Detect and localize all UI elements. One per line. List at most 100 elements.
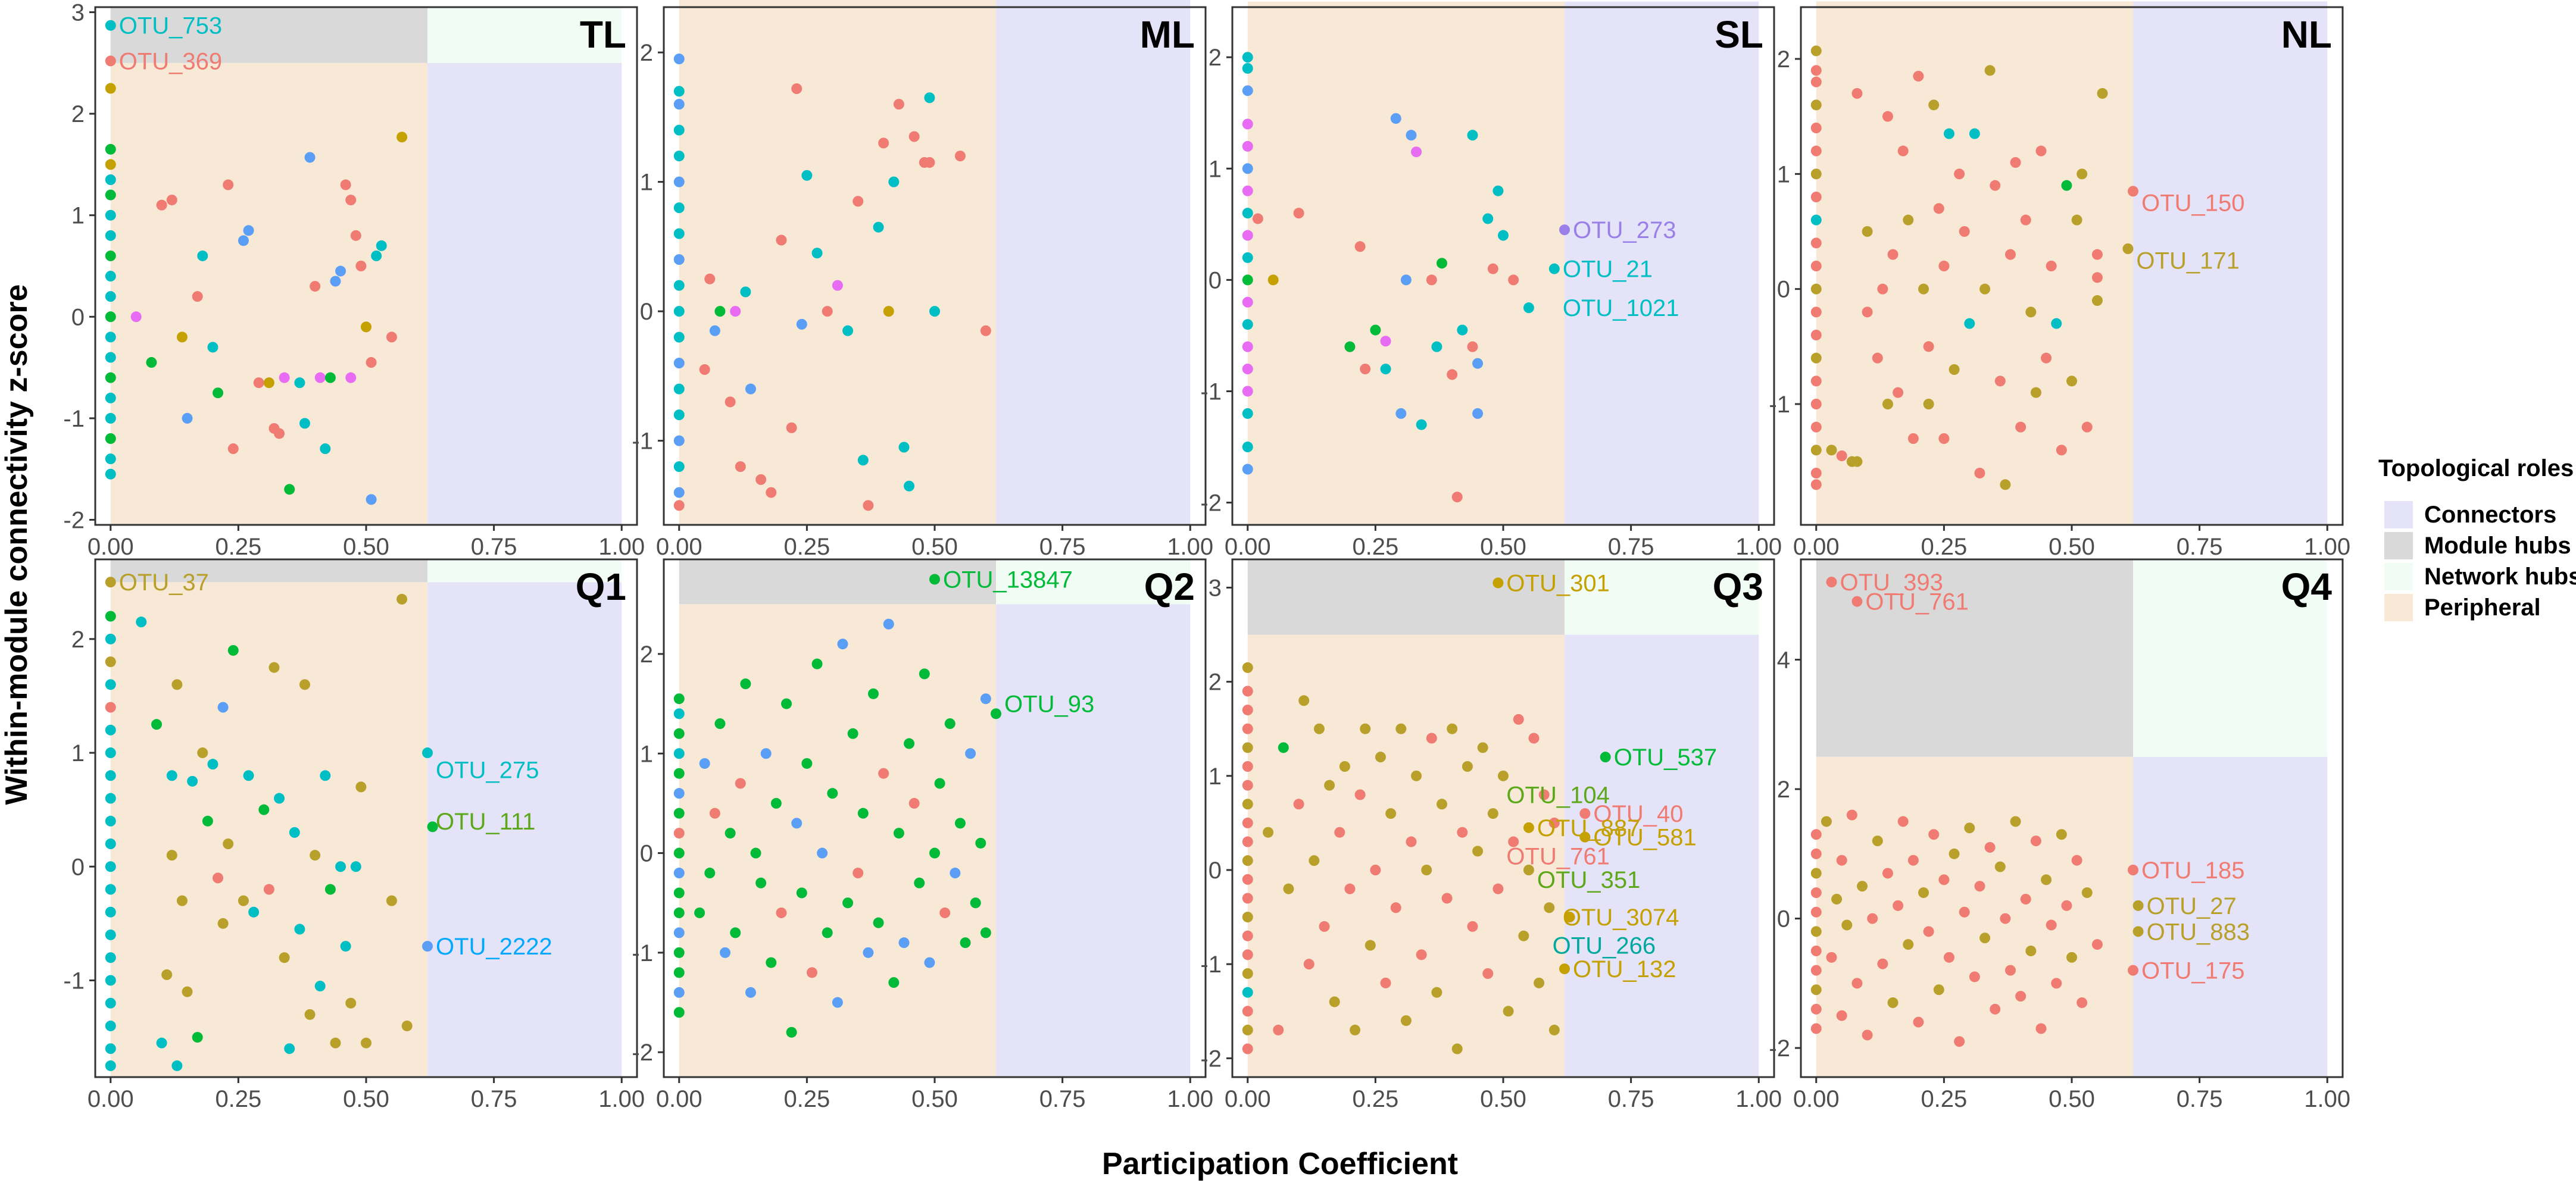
data-point (105, 997, 116, 1009)
data-point (350, 861, 361, 872)
data-point (1810, 445, 1822, 456)
data-point (105, 633, 116, 644)
y-tick-label: 2 (1777, 777, 1790, 803)
data-point (223, 179, 234, 190)
y-tick-label: 2 (640, 641, 653, 668)
data-point (105, 861, 116, 872)
x-tick-label: 0.75 (471, 1086, 517, 1112)
data-point (1395, 723, 1407, 734)
data-point (320, 770, 331, 781)
data-point (1810, 65, 1822, 76)
data-point (2066, 952, 2077, 963)
region-network-hubs (427, 559, 622, 583)
data-point (2091, 295, 2103, 306)
data-point (1831, 893, 1843, 905)
y-tick-label: 3 (1209, 575, 1222, 601)
data-point (1938, 433, 1950, 444)
data-point (1810, 261, 1822, 271)
data-point (791, 818, 803, 829)
data-point (1877, 958, 1888, 969)
annotation-label: OTU_150 (2141, 190, 2244, 217)
data-point (796, 318, 807, 330)
annotation-label: OTU_761 (1506, 843, 1609, 869)
region-peripheral (110, 62, 428, 525)
data-point (1267, 274, 1279, 286)
data-point (105, 770, 116, 781)
data-point (2004, 249, 2016, 260)
data-point (166, 195, 177, 206)
data-point (1492, 185, 1504, 196)
data-point (2004, 965, 2016, 976)
panel-title: Q3 (1713, 565, 1763, 608)
data-point (929, 574, 940, 585)
data-point (1943, 952, 1954, 963)
y-tick-label: 0 (640, 841, 653, 867)
panel-q3: OTU_301 OTU_537OTU_104OTU_40OTU_887OTU_58… (1200, 558, 1782, 1112)
region-module-hubs (110, 559, 428, 583)
data-point (1984, 841, 1996, 853)
region-peripheral (1247, 1, 1565, 525)
data-point (1810, 283, 1822, 295)
annotation-label: OTU_175 (2141, 958, 2244, 984)
data-point (1360, 723, 1371, 734)
data-point (105, 392, 116, 403)
data-point (401, 1020, 413, 1031)
data-point (1293, 799, 1304, 810)
data-point (1354, 789, 1366, 800)
data-point (673, 435, 685, 446)
data-point (954, 818, 966, 829)
data-point (2128, 186, 2139, 197)
data-point (1447, 369, 1458, 380)
x-tick-label: 1.00 (2304, 534, 2350, 560)
y-tick-label: 1 (1209, 156, 1222, 182)
legend-swatch (2384, 532, 2413, 559)
data-point (1334, 827, 1345, 838)
data-point (878, 768, 889, 779)
x-tick-label: 0.75 (2177, 534, 2223, 560)
data-point (2035, 1023, 2047, 1034)
data-point (673, 967, 685, 978)
data-point (324, 884, 336, 895)
data-point (673, 768, 685, 779)
data-point (832, 280, 843, 291)
data-point (673, 927, 685, 938)
data-point (1242, 1006, 1253, 1017)
data-point (1867, 913, 1878, 924)
data-point (980, 693, 991, 705)
data-point (1477, 742, 1488, 753)
data-point (330, 1037, 341, 1049)
data-point (105, 331, 116, 343)
data-point (1242, 85, 1253, 96)
data-point (1436, 258, 1447, 269)
x-tick-label: 0.00 (656, 1086, 702, 1112)
annotation-label: OTU_753 (119, 13, 222, 39)
data-point (673, 383, 685, 395)
data-point (105, 230, 116, 241)
data-point (2015, 991, 2027, 1002)
data-point (944, 718, 956, 730)
data-point (2025, 306, 2037, 318)
data-point (673, 788, 685, 799)
data-point (801, 758, 813, 769)
data-point (335, 265, 346, 277)
data-point (1411, 146, 1422, 158)
region-connectors (996, 604, 1191, 1077)
data-point (2020, 893, 2031, 905)
data-point (427, 821, 438, 833)
data-point (1242, 742, 1253, 753)
data-point (1903, 214, 1914, 226)
data-point (735, 778, 746, 789)
data-point (248, 906, 260, 918)
data-point (883, 306, 894, 317)
data-point (673, 693, 685, 705)
data-point (796, 887, 807, 899)
data-point (709, 808, 720, 819)
data-point (310, 850, 321, 861)
annotation-label: OTU_13847 (943, 567, 1073, 593)
data-point (1903, 939, 1914, 950)
data-point (105, 433, 116, 444)
data-point (873, 917, 884, 928)
data-point (105, 1043, 116, 1054)
data-point (1492, 577, 1504, 589)
data-point (1242, 817, 1253, 828)
